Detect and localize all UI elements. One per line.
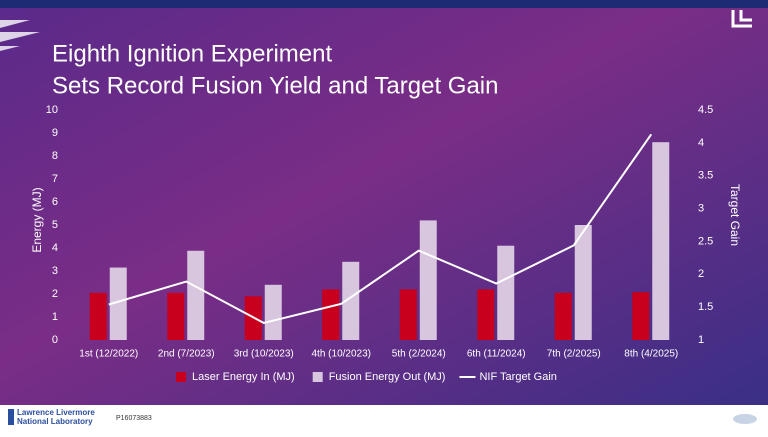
bar bbox=[109, 267, 127, 340]
y-tick-label: 1 bbox=[52, 311, 58, 323]
y2-tick-label: 2 bbox=[698, 268, 704, 280]
y-tick-label: 5 bbox=[52, 219, 58, 231]
bar bbox=[632, 292, 650, 340]
footer-id: P16073883 bbox=[116, 415, 152, 422]
header-bar bbox=[0, 0, 768, 8]
bar bbox=[342, 261, 360, 340]
y-tick-label: 9 bbox=[52, 127, 58, 139]
bar bbox=[322, 289, 340, 340]
bar bbox=[497, 245, 515, 340]
y-tick-label: 8 bbox=[52, 150, 58, 162]
bar bbox=[652, 142, 670, 340]
y-tick-label: 10 bbox=[46, 104, 58, 116]
logo bbox=[731, 10, 752, 28]
x-tick-label: 6th (11/2024) bbox=[467, 349, 526, 360]
line bbox=[108, 133, 653, 324]
bar bbox=[89, 292, 107, 340]
footer-org: National Laboratory bbox=[17, 417, 93, 426]
chart-title: Eighth Ignition Experiment bbox=[52, 40, 332, 67]
legend-swatch bbox=[176, 372, 186, 382]
footer-org: Lawrence Livermore bbox=[17, 408, 95, 417]
decor-stripes bbox=[0, 20, 40, 51]
y2-tick-label: 2.5 bbox=[698, 235, 713, 247]
bar bbox=[167, 292, 185, 340]
y-tick-label: 0 bbox=[52, 334, 58, 346]
x-tick-label: 8th (4/2025) bbox=[624, 349, 678, 360]
y2-tick-label: 4 bbox=[698, 137, 704, 149]
footer-logo-mark bbox=[8, 409, 14, 425]
legend-label: Laser Energy In (MJ) bbox=[192, 371, 295, 383]
y-axis-label: Energy (MJ) bbox=[30, 187, 44, 252]
y2-tick-label: 3.5 bbox=[698, 170, 713, 182]
y-tick-label: 6 bbox=[52, 196, 58, 208]
y2-axis-label: Target Gain bbox=[728, 184, 742, 246]
legend-label: NIF Target Gain bbox=[479, 371, 556, 383]
y2-tick-label: 1 bbox=[698, 334, 704, 346]
footer bbox=[0, 405, 768, 432]
legend-label: Fusion Energy Out (MJ) bbox=[329, 371, 446, 383]
footer-decor bbox=[733, 414, 757, 424]
x-tick-label: 4th (10/2023) bbox=[312, 349, 372, 360]
x-tick-label: 1st (12/2022) bbox=[79, 349, 138, 360]
x-tick-label: 5th (2/2024) bbox=[392, 349, 446, 360]
y2-tick-label: 1.5 bbox=[698, 301, 713, 313]
y-tick-label: 3 bbox=[52, 265, 58, 277]
y2-tick-label: 3 bbox=[698, 202, 704, 214]
y2-tick-label: 4.5 bbox=[698, 104, 713, 116]
x-tick-label: 2nd (7/2023) bbox=[158, 349, 215, 360]
bar bbox=[399, 289, 417, 340]
bar bbox=[574, 225, 592, 340]
bar bbox=[264, 284, 282, 340]
bar bbox=[477, 289, 495, 340]
bar bbox=[419, 220, 437, 340]
chart-title: Sets Record Fusion Yield and Target Gain bbox=[52, 72, 498, 99]
y-tick-label: 4 bbox=[52, 242, 58, 254]
y-tick-label: 7 bbox=[52, 173, 58, 185]
bar bbox=[554, 292, 572, 340]
y-tick-label: 2 bbox=[52, 288, 58, 300]
bar bbox=[187, 250, 205, 340]
legend-swatch bbox=[312, 372, 323, 382]
x-tick-label: 7th (2/2025) bbox=[547, 349, 601, 360]
x-tick-label: 3rd (10/2023) bbox=[234, 349, 294, 360]
